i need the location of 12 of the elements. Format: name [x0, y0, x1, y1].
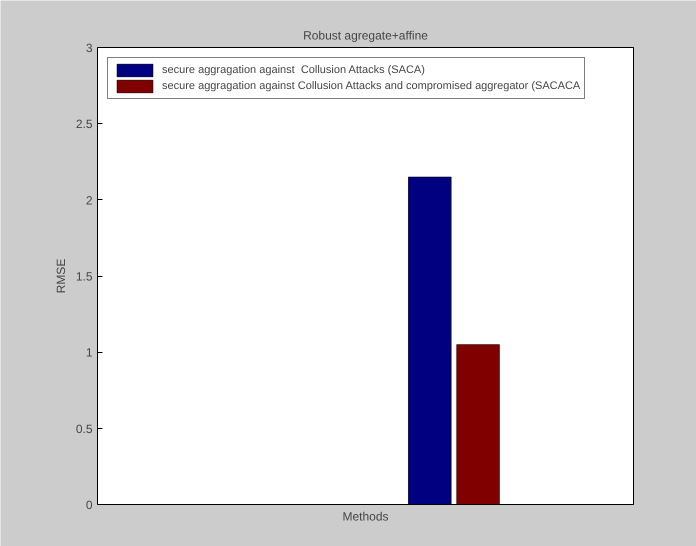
y-tick-label: 3 — [86, 41, 93, 55]
y-tick-label: 1.5 — [76, 270, 93, 284]
y-tick-label: 1 — [86, 346, 93, 360]
y-tick-label: 2 — [86, 193, 93, 208]
y-axis-title: RMSE — [54, 258, 68, 294]
chart-title: Robust agregate+affine — [303, 28, 428, 42]
legend-label: secure aggragation against Collusion Attacks and compromised aggregator (SACACA — [162, 79, 580, 94]
y-tick-label: 0.5 — [76, 422, 93, 436]
y-tick-label: 2.5 — [76, 117, 93, 132]
x-axis-title: Methods — [342, 510, 389, 524]
legend-label: secure aggragation against Collusion Attacks (SACA) — [162, 63, 425, 78]
y-tick-label: 0 — [86, 498, 93, 512]
